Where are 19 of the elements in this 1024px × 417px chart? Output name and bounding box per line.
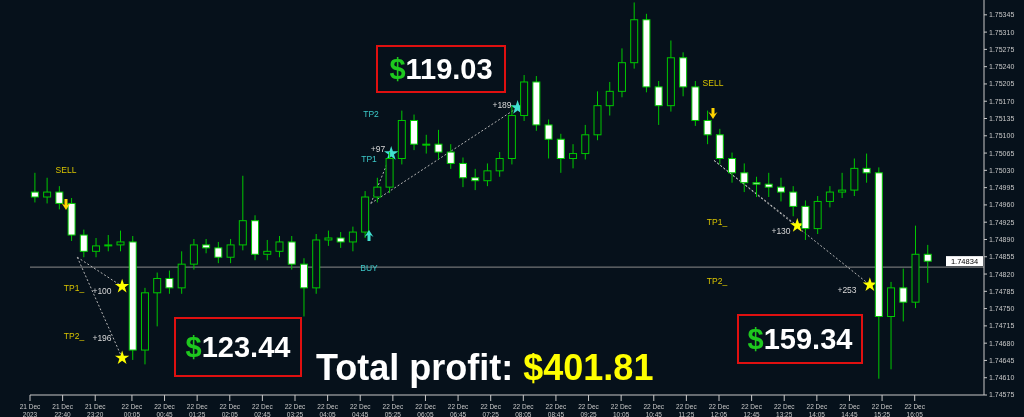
annotation: +100 — [92, 286, 112, 296]
annotation: +97 — [370, 144, 386, 154]
annotation: TP2 — [363, 109, 380, 119]
annotation: $119.03 — [389, 53, 493, 85]
annotation: $123.44 — [185, 331, 291, 363]
annotation: TP1_ — [63, 283, 85, 293]
annotation: +253 — [837, 285, 857, 295]
annotation: BUY — [360, 263, 379, 273]
annotation: TP2_ — [706, 276, 728, 286]
annotation: TP2_ — [63, 331, 85, 341]
annotation: Total profit: $401.81 — [316, 347, 654, 388]
annotation: $159.34 — [747, 323, 853, 355]
annotation: SELL — [702, 78, 724, 88]
annotation: TP1 — [361, 154, 378, 164]
annotation: +196 — [92, 333, 112, 343]
annotation: SELL — [55, 165, 77, 175]
annotation: +189 — [492, 100, 512, 110]
annotation: TP1_ — [706, 217, 728, 227]
annotation: +130 — [771, 226, 791, 236]
